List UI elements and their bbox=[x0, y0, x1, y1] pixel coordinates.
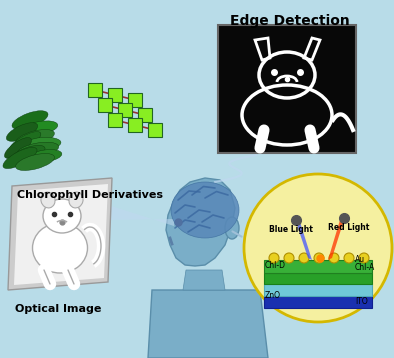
Bar bbox=[118, 103, 132, 117]
Text: Blue Light: Blue Light bbox=[269, 225, 313, 234]
Circle shape bbox=[344, 253, 354, 263]
Ellipse shape bbox=[28, 150, 62, 163]
Circle shape bbox=[284, 253, 294, 263]
Ellipse shape bbox=[12, 111, 48, 129]
Circle shape bbox=[359, 253, 369, 263]
Ellipse shape bbox=[69, 192, 83, 208]
Bar bbox=[88, 83, 102, 97]
Ellipse shape bbox=[16, 130, 54, 146]
Polygon shape bbox=[108, 205, 174, 226]
Polygon shape bbox=[296, 222, 312, 260]
Polygon shape bbox=[328, 220, 344, 260]
Polygon shape bbox=[148, 290, 268, 358]
Text: Chl-A: Chl-A bbox=[355, 263, 375, 272]
Ellipse shape bbox=[43, 199, 81, 233]
Bar bbox=[264, 296, 372, 308]
Polygon shape bbox=[183, 270, 225, 290]
Circle shape bbox=[329, 253, 339, 263]
Bar bbox=[264, 273, 372, 284]
Text: Au: Au bbox=[355, 256, 365, 265]
Circle shape bbox=[314, 253, 324, 263]
Text: Optical Image: Optical Image bbox=[15, 304, 101, 314]
Ellipse shape bbox=[4, 137, 32, 158]
Polygon shape bbox=[8, 178, 112, 290]
Text: Red Light: Red Light bbox=[328, 223, 370, 232]
Circle shape bbox=[244, 174, 392, 322]
Bar bbox=[148, 123, 162, 137]
Bar bbox=[128, 93, 142, 107]
Ellipse shape bbox=[17, 142, 59, 158]
Text: Chl-D: Chl-D bbox=[265, 261, 286, 271]
Ellipse shape bbox=[6, 123, 38, 141]
Ellipse shape bbox=[41, 192, 55, 208]
Ellipse shape bbox=[22, 121, 58, 135]
Bar bbox=[138, 108, 152, 122]
Text: Chlorophyll Derivatives: Chlorophyll Derivatives bbox=[17, 190, 163, 200]
Ellipse shape bbox=[225, 217, 239, 239]
Ellipse shape bbox=[171, 182, 239, 238]
Bar bbox=[108, 88, 122, 102]
Bar bbox=[98, 98, 112, 112]
Bar bbox=[264, 260, 372, 273]
Bar bbox=[108, 113, 122, 127]
Ellipse shape bbox=[23, 137, 61, 151]
Ellipse shape bbox=[9, 132, 41, 153]
Ellipse shape bbox=[3, 147, 37, 169]
Polygon shape bbox=[14, 184, 108, 285]
Bar bbox=[264, 284, 372, 296]
Ellipse shape bbox=[16, 154, 54, 170]
Ellipse shape bbox=[11, 145, 45, 163]
Text: ZnO: ZnO bbox=[265, 290, 281, 300]
Polygon shape bbox=[166, 178, 235, 266]
Circle shape bbox=[269, 253, 279, 263]
Bar bbox=[218, 25, 356, 153]
Bar bbox=[128, 118, 142, 132]
Text: ITO: ITO bbox=[355, 297, 368, 306]
Text: Edge Detection: Edge Detection bbox=[230, 14, 350, 28]
Ellipse shape bbox=[32, 223, 87, 273]
Circle shape bbox=[299, 253, 309, 263]
